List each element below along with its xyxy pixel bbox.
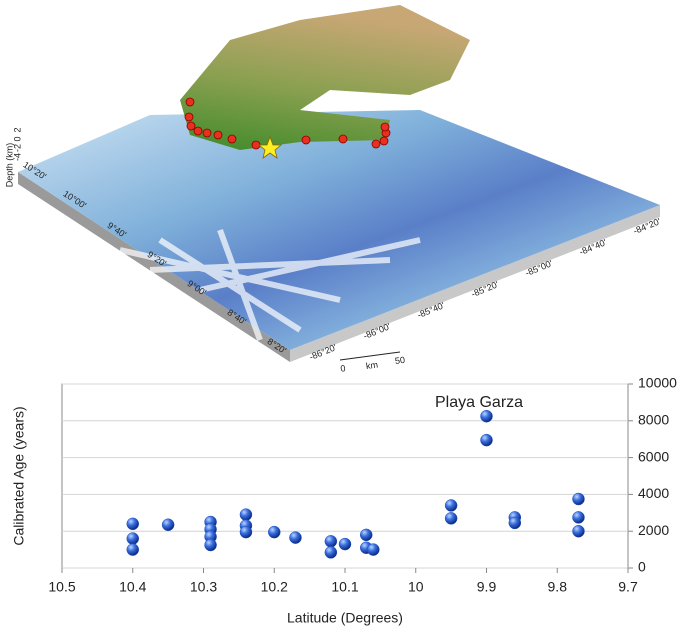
point	[572, 493, 584, 505]
x-tick-label: 9.7	[618, 579, 638, 595]
y-axis-label: Calibrated Age (years)	[11, 406, 27, 545]
point	[339, 538, 351, 550]
y-tick-label: 0	[638, 559, 646, 575]
depth-tick: 2	[12, 127, 22, 132]
point	[360, 529, 372, 541]
x-tick-label: 9.8	[548, 579, 568, 595]
figure: 10°20'10°00'9°40'9°20'9°00'8°40'8°20'-86…	[0, 0, 695, 630]
point	[268, 526, 280, 538]
x-tick-label: 10.3	[190, 579, 217, 595]
point	[509, 517, 521, 529]
depth-tick: 0	[12, 136, 22, 141]
depth-tick: -2	[12, 144, 22, 152]
scale-label: 0	[340, 363, 346, 374]
point	[572, 525, 584, 537]
point	[127, 533, 139, 545]
x-tick-label: 10	[408, 579, 424, 595]
depth-tick: -4	[12, 153, 22, 161]
point	[205, 539, 217, 551]
point	[325, 535, 337, 547]
scale-label: km	[365, 360, 378, 372]
x-tick-label: 9.9	[477, 579, 497, 595]
scale-label: 50	[394, 355, 405, 366]
y-tick-label: 8000	[638, 412, 669, 428]
point	[325, 546, 337, 558]
y-tick-label: 2000	[638, 522, 669, 538]
point	[445, 512, 457, 524]
point	[240, 526, 252, 538]
point	[240, 509, 252, 521]
point	[445, 499, 457, 511]
x-tick-label: 10.5	[48, 579, 75, 595]
x-tick-label: 10.4	[119, 579, 146, 595]
point	[481, 434, 493, 446]
point	[127, 518, 139, 530]
x-tick-label: 10.2	[261, 579, 288, 595]
x-tick-label: 10.1	[331, 579, 358, 595]
y-tick-label: 4000	[638, 485, 669, 501]
point	[572, 511, 584, 523]
scale-bar	[340, 352, 400, 360]
point	[367, 544, 379, 556]
map: 10°20'10°00'9°40'9°20'9°00'8°40'8°20'-86…	[4, 5, 662, 374]
point	[481, 410, 493, 422]
x-axis-label: Latitude (Degrees)	[287, 610, 403, 626]
point	[162, 519, 174, 531]
annotation: Playa Garza	[435, 394, 523, 411]
y-tick-label: 6000	[638, 448, 669, 464]
y-tick-label: 10000	[638, 375, 677, 391]
point	[289, 532, 301, 544]
point	[127, 544, 139, 556]
chart: Latitude (Degrees) Calibrated Age (years…	[11, 375, 677, 626]
